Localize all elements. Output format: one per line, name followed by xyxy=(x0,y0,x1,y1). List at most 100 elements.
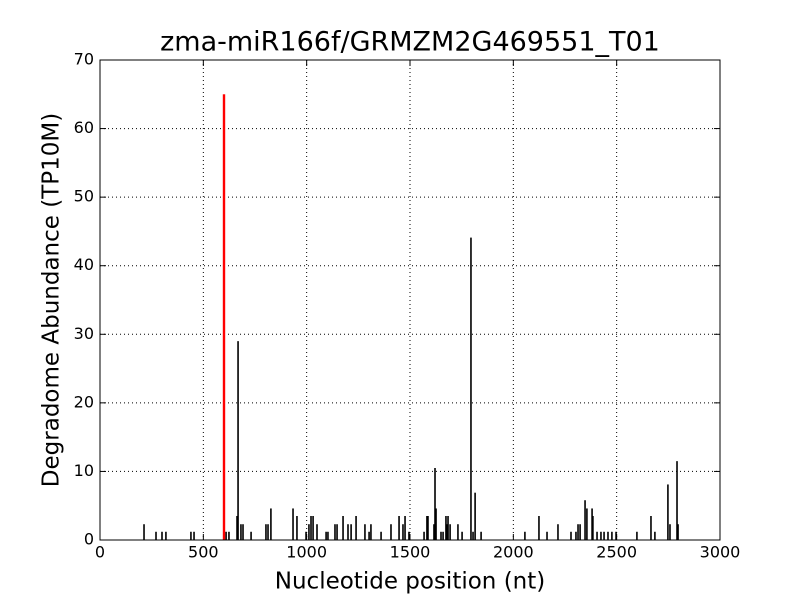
bar xyxy=(347,524,349,540)
bar xyxy=(474,492,476,540)
bar xyxy=(267,524,269,540)
bar xyxy=(596,531,598,540)
x-tick-label: 3000 xyxy=(700,543,741,562)
bar xyxy=(461,531,463,540)
y-tick-label: 20 xyxy=(74,392,94,411)
bar xyxy=(636,531,638,540)
bar xyxy=(305,531,307,540)
bar xyxy=(316,524,318,540)
bar xyxy=(447,516,449,540)
y-tick-label: 50 xyxy=(74,187,94,206)
bar xyxy=(611,531,613,540)
bar xyxy=(480,531,482,540)
bar xyxy=(240,524,242,540)
bar xyxy=(676,461,678,540)
bar xyxy=(350,524,352,540)
bar xyxy=(390,524,392,540)
bar xyxy=(225,531,227,540)
bar xyxy=(592,516,594,540)
bar xyxy=(472,531,474,540)
bar xyxy=(570,531,572,540)
bar xyxy=(677,524,679,540)
bar xyxy=(402,524,404,540)
y-tick-label: 40 xyxy=(74,255,94,274)
y-tick-label: 10 xyxy=(74,461,94,480)
bar xyxy=(228,531,230,540)
bar xyxy=(577,524,579,540)
y-tick-label: 60 xyxy=(74,118,94,137)
bar xyxy=(442,531,444,540)
bar xyxy=(364,524,366,540)
x-tick-label: 0 xyxy=(95,543,105,562)
bar xyxy=(296,516,298,540)
y-axis-label: Degradome Abundance (TP10M) xyxy=(39,113,65,487)
bar xyxy=(433,524,435,540)
bar xyxy=(310,516,312,540)
bar xyxy=(600,531,602,540)
bar xyxy=(370,524,372,540)
bar xyxy=(237,341,239,540)
bar xyxy=(603,531,605,540)
bar xyxy=(242,524,244,540)
bar xyxy=(584,500,586,540)
bar xyxy=(575,531,577,540)
bar xyxy=(325,531,327,540)
bar xyxy=(250,531,252,540)
x-tick-label: 1500 xyxy=(390,543,431,562)
bar xyxy=(408,531,410,540)
bar xyxy=(435,508,437,540)
bar xyxy=(155,531,157,540)
bar xyxy=(427,516,429,540)
bar xyxy=(586,508,588,540)
bar xyxy=(457,524,459,540)
bar xyxy=(434,468,436,540)
bar xyxy=(161,531,163,540)
bar xyxy=(404,516,406,540)
bar xyxy=(380,531,382,540)
x-tick-label: 500 xyxy=(188,543,219,562)
bar xyxy=(336,524,338,540)
y-tick-label: 30 xyxy=(74,324,94,343)
bar xyxy=(270,508,272,540)
bar xyxy=(524,531,526,540)
bar xyxy=(312,516,314,540)
bar xyxy=(546,531,548,540)
bar xyxy=(426,516,428,540)
x-tick-label: 1000 xyxy=(286,543,327,562)
bar xyxy=(334,524,336,540)
bar xyxy=(440,531,442,540)
bar xyxy=(190,531,192,540)
x-axis-label: Nucleotide position (nt) xyxy=(275,569,545,595)
bar xyxy=(650,516,652,540)
bar xyxy=(667,484,669,540)
bar xyxy=(557,524,559,540)
bar xyxy=(654,531,656,540)
bar xyxy=(327,531,329,540)
plot-frame xyxy=(99,59,721,541)
bar xyxy=(222,94,226,541)
bar xyxy=(292,508,294,540)
bar xyxy=(470,237,472,540)
bar xyxy=(591,508,593,540)
bar xyxy=(615,531,617,540)
bar xyxy=(265,524,267,540)
bar xyxy=(236,516,238,540)
bar xyxy=(308,524,310,540)
x-tick-label: 2500 xyxy=(596,543,637,562)
bar xyxy=(143,524,145,540)
bar xyxy=(669,524,671,540)
bar xyxy=(449,524,451,540)
y-tick-label: 70 xyxy=(74,50,94,69)
bar xyxy=(538,516,540,540)
bar xyxy=(398,516,400,540)
bar xyxy=(445,516,447,540)
bar xyxy=(579,524,581,540)
bar xyxy=(607,531,609,540)
bar xyxy=(355,516,357,540)
bar xyxy=(368,531,370,540)
chart-title: zma-miR166f/GRMZM2G469551_T01 xyxy=(160,27,660,58)
bar xyxy=(423,531,425,540)
bar xyxy=(193,531,195,540)
